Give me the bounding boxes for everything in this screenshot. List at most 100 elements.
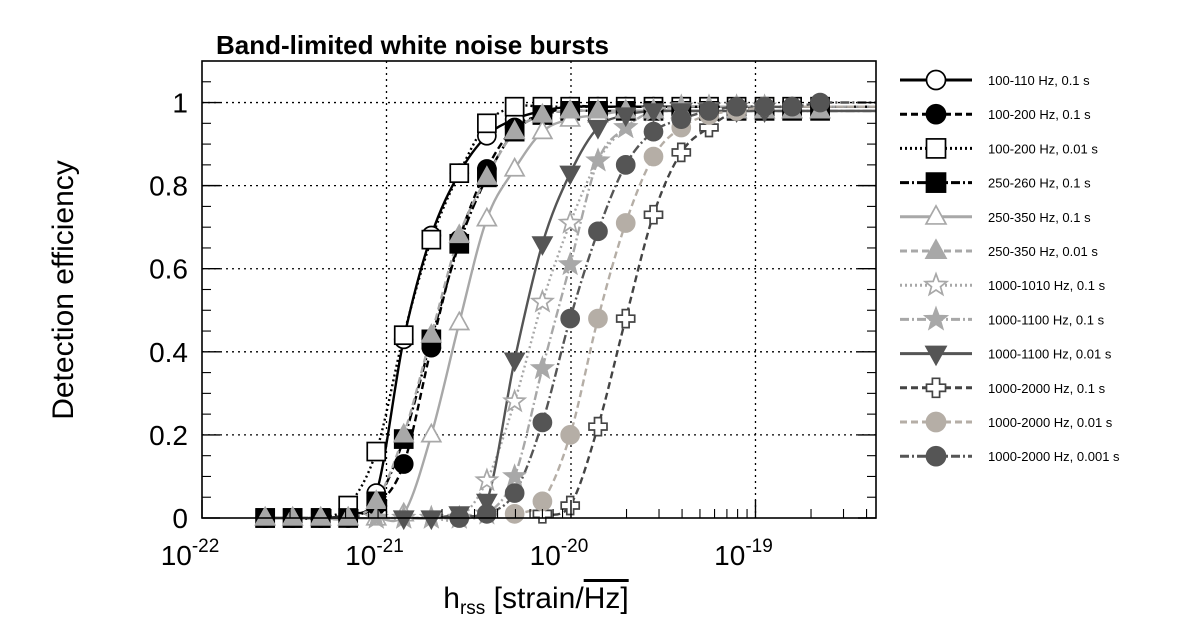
y-tick-label: 0 [172,503,188,534]
data-point [477,113,497,134]
data-point [393,454,414,474]
x-axis-label-sqrt-unit: Hz] [584,582,629,615]
data-point [475,493,498,514]
data-point [560,495,581,516]
x-axis-label: hrss [strain/Hz] [443,582,628,619]
data-point [420,422,443,443]
legend-label: 1000-1010 Hz, 0.1 s [988,278,1106,293]
data-point [587,98,609,119]
x-tick-base: 10 [714,540,745,571]
data-point [810,92,830,113]
data-point [448,223,471,244]
data-point [782,96,802,117]
series-curve [403,109,876,520]
legend-label: 1000-1100 Hz, 0.01 s [988,347,1112,362]
data-point [560,308,581,329]
x-axis-label-subscript: rss [460,598,485,619]
data-point [754,96,775,117]
data-point [585,147,611,172]
legend-label: 100-110 Hz, 0.1 s [988,73,1090,88]
data-point [529,355,556,380]
x-tick-exponent: -21 [376,536,403,557]
data-point [643,204,664,225]
x-tick-labels: 10-22 10-21 10-20 10-19 [161,536,773,571]
data-point [925,377,947,399]
data-point [588,308,608,329]
data-point [393,325,414,346]
data-point [475,206,498,227]
data-point [475,165,498,185]
legend-label: 1000-2000 Hz, 0.1 s [988,381,1106,396]
axis-ticks [201,81,876,519]
data-point [922,305,950,331]
data-point [924,345,948,367]
chart-title: Band-limited white noise bursts [216,30,609,60]
legend-label: 1000-2000 Hz, 0.001 s [988,449,1120,464]
data-point [924,204,948,225]
data-point [615,155,636,175]
data-point [448,310,471,331]
data-point [588,221,608,242]
data-point [502,463,528,488]
series-curve [459,101,876,520]
data-point [477,503,497,524]
data-point [366,441,387,462]
data-point [642,103,665,123]
legend-label: 1000-1100 Hz, 0.1 s [988,312,1105,327]
legend-label: 100-200 Hz, 0.01 s [988,141,1098,156]
data-point [643,146,664,167]
data-point [503,352,526,373]
data-point [529,288,556,313]
data-point [615,308,636,329]
series-curve [542,105,876,516]
data-point [671,109,692,130]
data-point [699,101,719,121]
data-point [392,510,415,531]
data-point [560,425,581,445]
data-point [559,165,582,186]
data-point [557,251,583,276]
x-tick-base: 10 [345,540,376,571]
x-tick-label: 10-19 [714,536,773,571]
data-point [420,510,443,531]
data-point [449,163,470,184]
data-point [614,107,637,128]
series-curve [514,105,876,515]
data-point [925,138,947,159]
data-point [504,483,525,503]
data-point [557,209,583,234]
legend-label: 100-200 Hz, 0.1 s [988,107,1091,122]
data-markers [254,92,831,531]
data-point [503,156,526,177]
legend: 100-110 Hz, 0.1 s 100-200 Hz, 0.1 s 100-20… [900,69,1120,467]
data-point [531,119,554,140]
data-point [925,103,947,125]
x-tick-base: 10 [530,540,561,571]
data-point [309,505,332,526]
data-point [588,416,608,437]
data-point [925,172,947,193]
x-tick-exponent: -22 [192,536,219,557]
data-point [726,96,747,117]
legend-label: 250-260 Hz, 0.1 s [988,176,1091,191]
y-tick-label: 1 [172,88,188,119]
data-point [587,119,609,140]
x-tick-base: 10 [161,540,192,571]
data-point [281,505,304,526]
x-tick-exponent: -20 [561,536,588,557]
data-point [924,238,948,259]
data-point [502,388,528,413]
data-point [392,422,415,443]
data-point [532,412,553,433]
data-point [531,236,554,256]
data-point [925,445,947,467]
data-point [643,121,664,142]
data-point [504,503,525,524]
data-point [925,69,947,91]
data-point [337,505,360,526]
data-point [420,323,443,343]
x-tick-label: 10-21 [345,536,404,571]
data-point [254,505,277,526]
data-point [671,142,692,163]
